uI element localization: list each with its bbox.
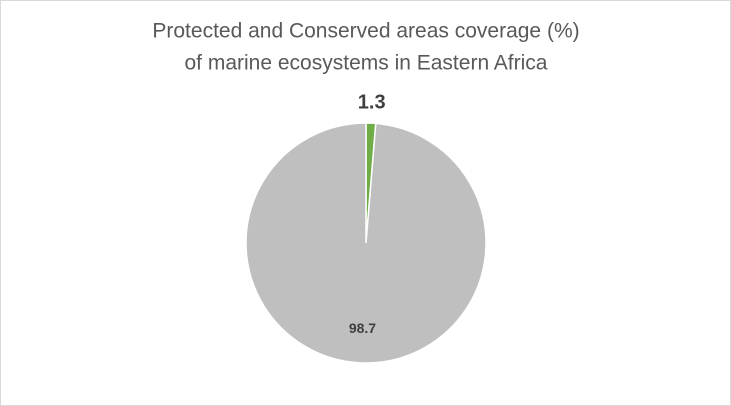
data-label: 1.3 <box>358 91 386 113</box>
pie-slice <box>245 122 487 364</box>
chart-title: of marine ecosystems in Eastern Africa <box>185 52 548 75</box>
chart-title: Protected and Conserved areas coverage (… <box>152 20 579 43</box>
data-label: 98.7 <box>349 320 376 336</box>
